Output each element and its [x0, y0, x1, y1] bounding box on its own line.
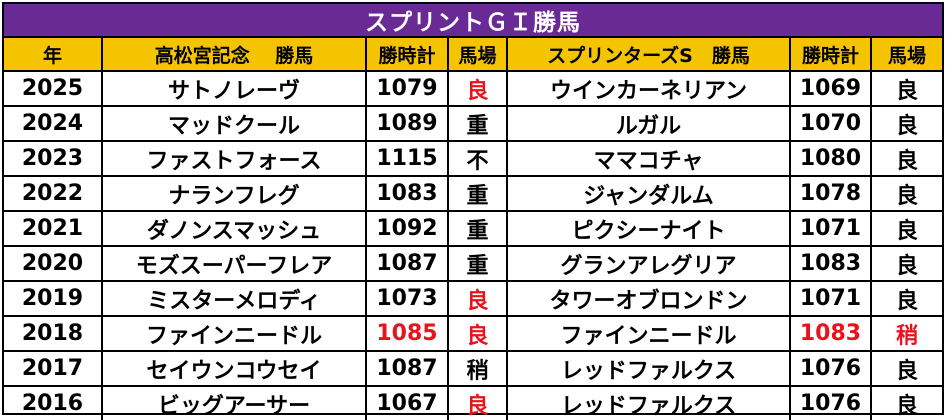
sprinters-time-cell: 1078	[789, 175, 872, 212]
table-row: 2024 マッドクール 1089 重ルガル 1070 良	[4, 105, 942, 142]
takamatsunomiya-winner-cell: ダノンスマッシュ	[101, 210, 367, 247]
takamatsunomiya-going-cell: 重	[447, 210, 508, 247]
year-cell: 2024	[4, 105, 103, 142]
takamatsunomiya-time-cell: 1067	[365, 385, 449, 420]
sprinters-time-cell: 1076	[789, 350, 872, 387]
table-row: 2023 ファストフォース 1115 不ママコチャ 1080 良	[4, 140, 942, 177]
table-row: 2016 ビッグアーサー 1067 良レッドファルクス 1076 良	[4, 385, 942, 420]
sprinters-time-cell: 1070	[789, 105, 872, 142]
header-sprinters-time: 勝時計	[789, 38, 872, 72]
sprinters-winner-cell: ジャンダルム	[506, 175, 791, 212]
takamatsunomiya-winner-cell: ファストフォース	[101, 140, 367, 177]
sprinters-going-cell: 良	[870, 350, 942, 387]
takamatsunomiya-going-cell: 重	[447, 245, 508, 282]
sprinters-winner-cell: レッドファルクス	[506, 385, 791, 420]
takamatsunomiya-time-cell: 1073	[365, 280, 449, 317]
takamatsunomiya-time-cell: 1092	[365, 210, 449, 247]
sprinters-going-cell: 良	[870, 245, 942, 282]
header-year: 年	[4, 38, 103, 72]
header-takamatsunomiya-time: 勝時計	[365, 38, 449, 72]
takamatsunomiya-going-cell: 良	[447, 280, 508, 317]
year-cell: 2019	[4, 280, 103, 317]
takamatsunomiya-winner-cell: ナランフレグ	[101, 175, 367, 212]
takamatsunomiya-winner-cell: セイウンコウセイ	[101, 350, 367, 387]
table-row: 2019 ミスターメロディ 1073 良タワーオブロンドン 1071 良	[4, 280, 942, 317]
takamatsunomiya-winner-cell: マッドクール	[101, 105, 367, 142]
table-row: 2017 セイウンコウセイ 1087 稍レッドファルクス 1076 良	[4, 350, 942, 387]
sprinters-winner-cell: ママコチャ	[506, 140, 791, 177]
takamatsunomiya-going-cell: 良	[447, 70, 508, 107]
header-takamatsunomiya-winner: 高松宮記念 勝馬	[101, 38, 367, 72]
takamatsunomiya-going-cell: 良	[447, 385, 508, 420]
sprinters-time-cell: 1083	[789, 245, 872, 282]
header-takamatsunomiya-going: 馬場	[447, 38, 508, 72]
sprinters-time-cell: 1069	[789, 70, 872, 107]
sprinters-going-cell: 良	[870, 70, 942, 107]
takamatsunomiya-going-cell: 重	[447, 175, 508, 212]
table-title: スプリントＧＩ勝馬	[4, 4, 942, 38]
sprinters-going-cell: 良	[870, 140, 942, 177]
year-cell: 2018	[4, 315, 103, 352]
takamatsunomiya-going-cell: 不	[447, 140, 508, 177]
header-row: 年 高松宮記念 勝馬 勝時計 馬場 スプリンターズS 勝馬 勝時計 馬場	[4, 38, 942, 72]
takamatsunomiya-going-cell: 稍	[447, 350, 508, 387]
sprinters-time-cell: 1080	[789, 140, 872, 177]
year-cell: 2023	[4, 140, 103, 177]
winners-table: 年 高松宮記念 勝馬 勝時計 馬場 スプリンターズS 勝馬 勝時計 馬場 202…	[4, 38, 942, 420]
year-cell: 2022	[4, 175, 103, 212]
year-cell: 2025	[4, 70, 103, 107]
takamatsunomiya-winner-cell: サトノレーヴ	[101, 70, 367, 107]
sprinters-going-cell: 稍	[870, 315, 942, 352]
sprinters-winner-cell: ピクシーナイト	[506, 210, 791, 247]
takamatsunomiya-winner-cell: ミスターメロディ	[101, 280, 367, 317]
sprinters-winner-cell: タワーオブロンドン	[506, 280, 791, 317]
sprinters-going-cell: 良	[870, 175, 942, 212]
sprinters-winner-cell: ルガル	[506, 105, 791, 142]
takamatsunomiya-time-cell: 1083	[365, 175, 449, 212]
takamatsunomiya-winner-cell: ビッグアーサー	[101, 385, 367, 420]
sprinters-winner-cell: グランアレグリア	[506, 245, 791, 282]
takamatsunomiya-winner-cell: モズスーパーフレア	[101, 245, 367, 282]
table-row: 2021 ダノンスマッシュ 1092 重ピクシーナイト 1071 良	[4, 210, 942, 247]
sprinters-time-cell: 1071	[789, 210, 872, 247]
takamatsunomiya-time-cell: 1087	[365, 245, 449, 282]
table-row: 2022 ナランフレグ 1083 重ジャンダルム 1078 良	[4, 175, 942, 212]
sprinters-going-cell: 良	[870, 385, 942, 420]
sprinters-time-cell: 1083	[789, 315, 872, 352]
sprinters-going-cell: 良	[870, 210, 942, 247]
year-cell: 2016	[4, 385, 103, 420]
sprinters-going-cell: 良	[870, 280, 942, 317]
takamatsunomiya-time-cell: 1087	[365, 350, 449, 387]
takamatsunomiya-going-cell: 重	[447, 105, 508, 142]
sprinters-time-cell: 1071	[789, 280, 872, 317]
sprinters-time-cell: 1076	[789, 385, 872, 420]
sprinters-going-cell: 良	[870, 105, 942, 142]
takamatsunomiya-time-cell: 1079	[365, 70, 449, 107]
sprinters-winner-cell: レッドファルクス	[506, 350, 791, 387]
table-row: 2020 モズスーパーフレア 1087 重グランアレグリア 1083 良	[4, 245, 942, 282]
takamatsunomiya-time-cell: 1089	[365, 105, 449, 142]
header-sprinters-winner: スプリンターズS 勝馬	[506, 38, 791, 72]
takamatsunomiya-winner-cell: ファインニードル	[101, 315, 367, 352]
takamatsunomiya-time-cell: 1085	[365, 315, 449, 352]
table-row: 2025 サトノレーヴ 1079 良ウインカーネリアン 1069 良	[4, 70, 942, 107]
year-cell: 2021	[4, 210, 103, 247]
takamatsunomiya-going-cell: 良	[447, 315, 508, 352]
takamatsunomiya-time-cell: 1115	[365, 140, 449, 177]
sprinters-winner-cell: ウインカーネリアン	[506, 70, 791, 107]
sprinters-winner-cell: ファインニードル	[506, 315, 791, 352]
header-sprinters-going: 馬場	[870, 38, 942, 72]
year-cell: 2020	[4, 245, 103, 282]
year-cell: 2017	[4, 350, 103, 387]
table-row: 2018 ファインニードル 1085 良ファインニードル 1083 稍	[4, 315, 942, 352]
